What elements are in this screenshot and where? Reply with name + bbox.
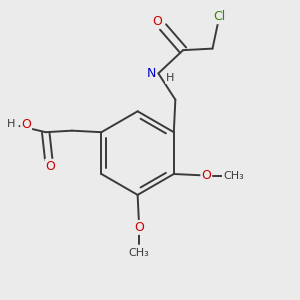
Text: O: O bbox=[45, 160, 55, 173]
Text: O: O bbox=[134, 221, 144, 234]
Text: CH₃: CH₃ bbox=[223, 170, 244, 181]
Text: Cl: Cl bbox=[214, 10, 226, 23]
Text: CH₃: CH₃ bbox=[129, 248, 149, 258]
Text: H: H bbox=[7, 119, 15, 130]
Text: O: O bbox=[21, 118, 31, 131]
Text: H: H bbox=[166, 73, 174, 83]
Text: O: O bbox=[152, 15, 162, 28]
Text: N: N bbox=[147, 67, 156, 80]
Text: O: O bbox=[201, 169, 211, 182]
